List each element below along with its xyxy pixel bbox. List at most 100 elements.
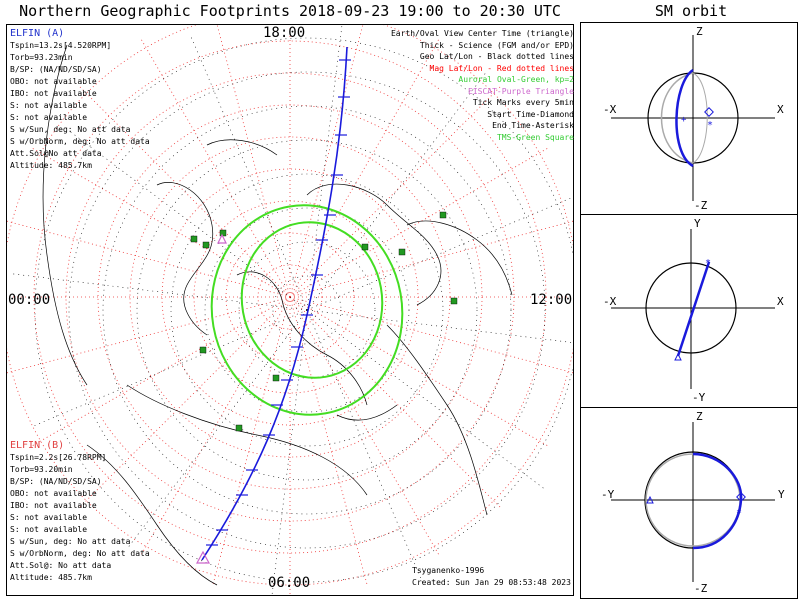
- mag-lon-line: [289, 220, 573, 298]
- geo-lon-line: [306, 309, 425, 587]
- mag-lon-line: [139, 36, 291, 298]
- end-asterisk: *: [707, 120, 713, 131]
- mag-grid: [7, 25, 573, 595]
- elfin-b-info: ELFIN (B) Tspin=2.2s[26.78RPM] Torb=93.2…: [10, 440, 150, 584]
- time-label-bottom: 06:00: [268, 575, 311, 591]
- tms-station-square: [202, 241, 210, 249]
- geo-lat-circle: [170, 173, 444, 447]
- orbit-track: [675, 68, 694, 168]
- info-line: B/SP: (NA/ND/SD/SA): [10, 65, 102, 74]
- geo-lon-line: [30, 309, 308, 428]
- info-line: S: not available: [10, 101, 88, 110]
- coastline: [206, 139, 278, 156]
- info-line: B/SP: (NA/ND/SD/SA): [10, 477, 102, 486]
- tms-station-square: [219, 229, 227, 237]
- info-line: S w/OrbNorm, deg: No att data: [10, 549, 150, 558]
- mag-lon-line: [29, 296, 291, 448]
- auroral-oval: [210, 204, 404, 416]
- tms-stations: [190, 211, 458, 432]
- info-line: S w/OrbNorm, deg: No att data: [10, 137, 150, 146]
- mag-lon-line: [289, 25, 364, 298]
- legend-item: Tick Marks every 5min: [472, 98, 574, 107]
- tms-station-square: [199, 346, 207, 354]
- info-line: Tspin=2.2s[26.78RPM]: [10, 453, 107, 462]
- view-triangle: [646, 495, 654, 504]
- auroral-oval-inner: [240, 221, 384, 379]
- legend-item: Mag Lat/Lon - Red dotted lines: [429, 63, 575, 73]
- geo-lat-circle: [102, 105, 512, 515]
- orbit-back: [692, 72, 708, 164]
- orbit-shadow: [660, 72, 694, 164]
- coastline: [386, 324, 488, 516]
- info-line: Altitude: 485.7km: [10, 573, 92, 582]
- tms-station-square: [361, 243, 369, 251]
- geo-lon-line: [306, 309, 573, 343]
- mag-lon-line: [289, 296, 573, 374]
- axis-down-label: -Z: [694, 199, 708, 212]
- sm-panel-xz-plot: * +: [611, 35, 775, 201]
- geo-lon-line: [306, 25, 343, 311]
- geo-lon-line: [9, 273, 308, 311]
- info-line: Torb=93.23min: [10, 53, 73, 62]
- view-triangle: [674, 352, 682, 361]
- view-center-triangle: [195, 550, 211, 564]
- coastline: [236, 271, 368, 406]
- axis-left-label: -X: [603, 295, 617, 308]
- start-diamond: [704, 107, 714, 117]
- info-line: S w/Sun, deg: No att data: [10, 125, 131, 134]
- mag-lon-line: [7, 220, 291, 298]
- mag-lon-line: [289, 296, 551, 448]
- legend-item: Start Time-Diamond: [487, 109, 574, 119]
- legend-item: Thick - Science (FGM and/or EPD): [419, 40, 574, 50]
- coastline: [156, 182, 214, 336]
- mag-lon-line: [289, 296, 503, 510]
- end-asterisk: *: [736, 508, 742, 519]
- sm-panel-yz-plot: *: [611, 422, 775, 582]
- info-line: S: not available: [10, 513, 88, 522]
- coastline: [406, 220, 513, 296]
- info-line: OBO: not available: [10, 77, 97, 86]
- info-line: S w/Sun, deg: No att data: [10, 537, 131, 546]
- credit-model: Tsyganenko-1996: [412, 566, 485, 575]
- legend-item: Auroral Oval-Green, kp=2: [458, 75, 574, 84]
- info-line: Tspin=13.2s[4.520RPM]: [10, 41, 112, 50]
- coastline: [42, 44, 88, 386]
- mag-lon-line: [7, 296, 291, 374]
- legend-item: Geo Lat/Lon - Black dotted lines: [419, 52, 574, 61]
- sm-orbit-title: SM orbit: [654, 2, 728, 20]
- auroral-oval-outer: [210, 204, 404, 416]
- geo-lon-line: [126, 309, 308, 550]
- axis-right-label: X: [777, 295, 784, 308]
- sm-panel-yz: * Z -Z -Y Y: [580, 407, 798, 599]
- info-line: S: not available: [10, 113, 88, 122]
- time-label-top: 18:00: [263, 25, 306, 41]
- axis-down-label: -Z: [694, 582, 708, 595]
- geo-lat-circle: [136, 139, 478, 481]
- tms-station-square: [450, 297, 458, 305]
- axis-down-label: -Y: [692, 391, 706, 404]
- geo-lon-line: [306, 196, 573, 311]
- end-asterisk: *: [705, 258, 711, 269]
- tms-station-square: [398, 248, 406, 256]
- axis-up-label: Y: [694, 217, 701, 230]
- info-line: Att.Sol@: No att data: [10, 561, 112, 570]
- info-line: IBO: not available: [10, 89, 97, 98]
- tms-station-square: [272, 374, 280, 382]
- geo-lat-circle: [68, 71, 546, 549]
- info-line: Altitude: 485.7km: [10, 161, 92, 170]
- coastlines: [42, 44, 513, 586]
- geo-lat-circle: [238, 241, 376, 379]
- geo-lat-circle: [204, 207, 410, 413]
- info-line: Torb=93.20min: [10, 465, 73, 474]
- info-line: IBO: not available: [10, 501, 97, 510]
- legend-item: TMS-Green Square: [496, 132, 574, 142]
- elfin-b-name: ELFIN (B): [10, 440, 65, 451]
- tms-station-square: [439, 211, 447, 219]
- coastline: [306, 183, 442, 306]
- geo-lon-line: [67, 129, 308, 311]
- axis-right-label: X: [777, 103, 784, 116]
- footprint-map-frame: [6, 24, 574, 596]
- axis-up-label: Z: [696, 410, 703, 423]
- coastline: [126, 384, 368, 496]
- axis-up-label: Z: [696, 25, 703, 38]
